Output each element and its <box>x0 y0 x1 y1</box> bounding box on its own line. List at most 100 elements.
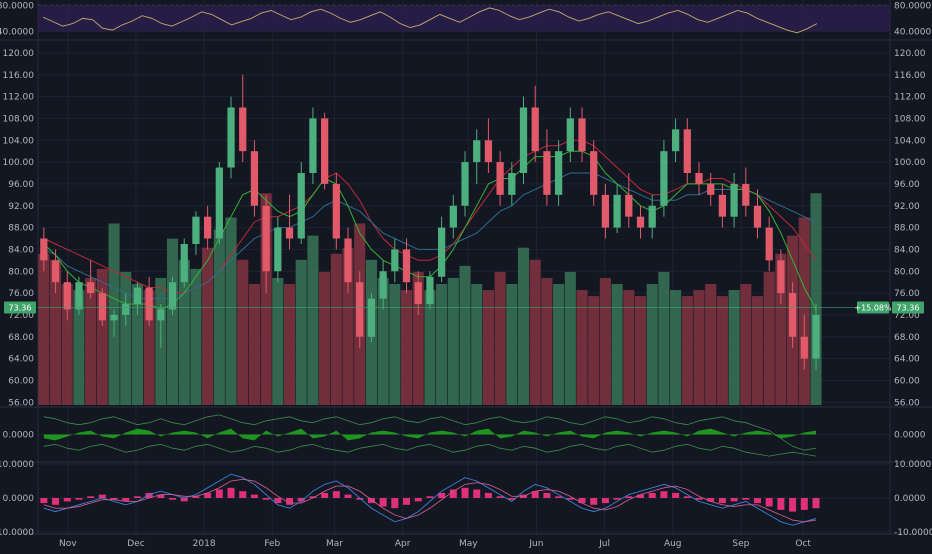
volume-bar <box>131 284 143 405</box>
macd-histogram-bar <box>777 498 785 510</box>
macd-histogram-bar <box>145 492 153 498</box>
y-axis-label-right: 120.00 <box>894 49 926 59</box>
volume-bar <box>342 247 354 405</box>
y-axis-label-left: 72.00 <box>8 311 34 321</box>
y-axis-label-left: 120.00 <box>3 49 35 59</box>
candle-down <box>800 336 808 359</box>
volume-bar <box>389 284 401 405</box>
candle-up <box>426 276 434 305</box>
volume-bar <box>599 277 611 405</box>
x-axis-label-nov: Nov <box>59 539 77 549</box>
y-axis-label-right: 72.00 <box>894 311 920 321</box>
macd-histogram-bar <box>800 498 808 510</box>
macd-histogram-bar <box>578 498 586 504</box>
y-axis-label-left: 108.00 <box>3 114 35 124</box>
candle-down <box>145 287 153 321</box>
macd-histogram-bar <box>636 494 645 498</box>
volume-bar <box>658 271 670 405</box>
candle-down <box>601 194 610 228</box>
volume-bar <box>424 290 436 405</box>
y-axis-label-left: 88.00 <box>8 224 34 234</box>
candle-up <box>215 167 223 239</box>
volume-bar <box>272 277 284 405</box>
change-label: +15.08% <box>854 304 892 313</box>
candle-down <box>321 118 329 184</box>
volume-bar <box>564 271 576 405</box>
macd-histogram-bar <box>367 498 375 504</box>
macd-histogram-bar <box>262 498 270 500</box>
last-price-label-left: 73.36 <box>9 304 32 313</box>
macd-histogram-bar <box>625 496 633 498</box>
x-axis-label-sep: Sep <box>732 539 749 549</box>
volume-bar <box>436 284 448 405</box>
candle-down <box>625 194 633 217</box>
y-axis-label-left: 0.0000 <box>3 431 35 441</box>
macd-histogram-bar <box>484 492 492 498</box>
volume-bar <box>810 193 822 405</box>
oscillator-lower-line <box>43 443 817 457</box>
volume-bar <box>517 247 530 405</box>
y-axis-label-right: 40.0000 <box>894 27 931 37</box>
volume-bar <box>166 238 179 405</box>
change-badge <box>857 301 889 314</box>
candle-down <box>40 238 48 261</box>
x-axis-label-dec: Dec <box>127 539 144 549</box>
y-axis-label-left: 112.00 <box>3 93 35 103</box>
volume-bar <box>471 284 483 405</box>
candle-down <box>636 216 645 228</box>
candle-up <box>227 107 235 168</box>
candle-up <box>379 271 387 299</box>
volume-bar <box>38 253 50 405</box>
last-price-badge-left <box>4 301 36 314</box>
volume-bar <box>611 284 623 405</box>
macd-histogram-bar <box>707 498 715 502</box>
volume-bar <box>248 284 260 405</box>
y-axis-label-right: 116.00 <box>894 71 926 81</box>
volume-bar <box>73 290 85 405</box>
volume-bar <box>623 290 635 405</box>
y-axis-label-left: 116.00 <box>3 71 35 81</box>
volume-bar <box>61 284 73 405</box>
x-axis-label-jul: Jul <box>598 539 610 549</box>
volume-bar <box>459 265 471 405</box>
volume-bar <box>96 268 108 405</box>
candle-up <box>519 107 528 174</box>
candle-up <box>110 314 118 321</box>
macd-histogram-bar <box>753 498 762 504</box>
macd-histogram-bar <box>344 494 352 498</box>
volume-bar <box>178 259 190 405</box>
y-axis-label-right: 108.00 <box>894 114 926 124</box>
macd-histogram-bar <box>812 498 820 509</box>
macd-histogram-bar <box>648 492 656 498</box>
macd-histogram-bar <box>250 494 258 498</box>
volume-bar <box>705 284 717 405</box>
volume-bar <box>576 290 588 405</box>
macd-histogram-bar <box>356 498 364 500</box>
macd-histogram-bar <box>110 498 118 500</box>
macd-histogram-bar <box>566 498 574 500</box>
candle-up <box>566 118 574 152</box>
y-axis-label-right: 76.00 <box>894 289 920 299</box>
macd-histogram-bar <box>543 492 551 498</box>
y-axis-label-left: -10.0000 <box>0 528 34 538</box>
macd-histogram-bar <box>590 498 598 505</box>
macd-histogram-bar <box>414 498 422 502</box>
candle-up <box>461 162 469 206</box>
volume-bar <box>728 290 740 405</box>
macd-histogram-bar <box>75 498 83 500</box>
volume-bar <box>775 253 787 405</box>
macd-histogram-bar <box>601 498 609 504</box>
candle-up <box>157 309 165 321</box>
candle-down <box>683 129 691 174</box>
candle-down <box>496 162 504 195</box>
y-axis-label-right: 112.00 <box>894 93 926 103</box>
candle-down <box>204 216 212 239</box>
last-price-badge-right <box>892 301 924 314</box>
macd-histogram-bar <box>63 498 71 502</box>
candle-up <box>554 151 563 195</box>
candle-up <box>671 129 680 152</box>
candle-up <box>133 287 142 305</box>
volume-bar <box>319 271 331 405</box>
